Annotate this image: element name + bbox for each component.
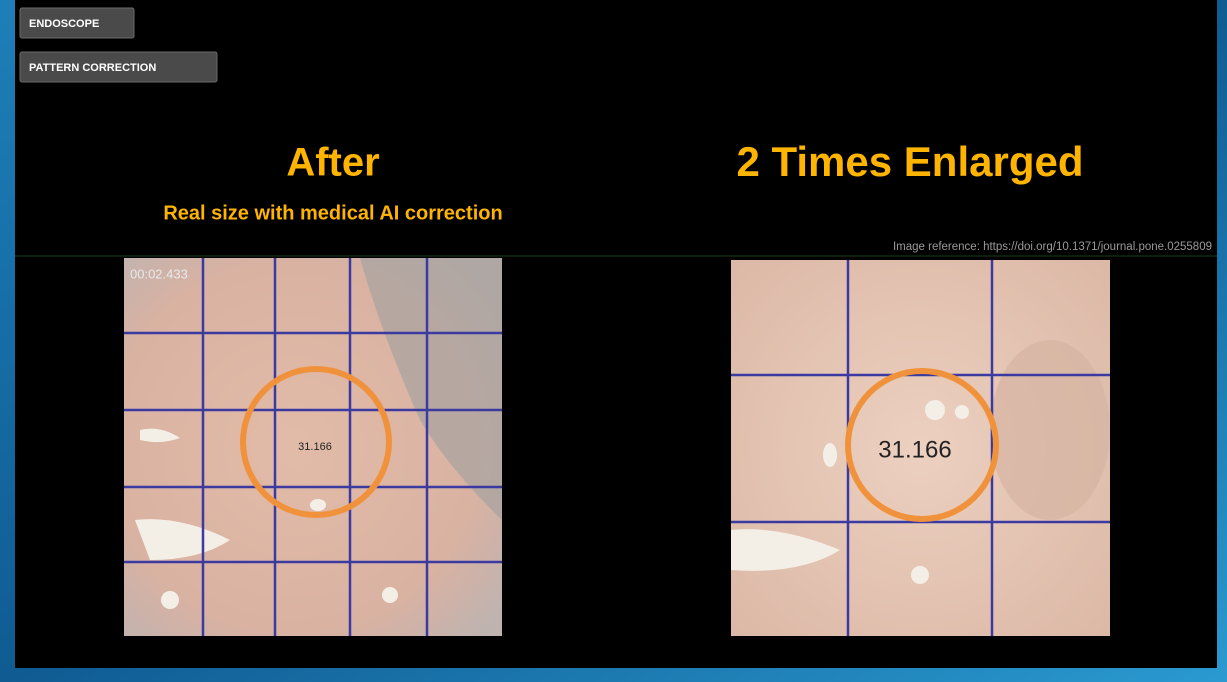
left-subtitle: Real size with medical AI correction (163, 202, 502, 224)
measurement: 31.166 (298, 441, 332, 453)
page: ENDOSCOPE PATTERN CORRECTION After Real … (0, 0, 1227, 682)
screen: ENDOSCOPE PATTERN CORRECTION After Real … (0, 0, 1227, 682)
right-title: 2 Times Enlarged (736, 138, 1083, 185)
left-title: After (286, 141, 379, 185)
image-reference: Image reference: https://doi.org/10.1371… (893, 241, 1212, 253)
timestamp: 00:02.433 (130, 266, 188, 281)
button-label[interactable]: ENDOSCOPE (29, 18, 99, 30)
measurement: 31.166 (878, 436, 951, 463)
button-label[interactable]: PATTERN CORRECTION (29, 62, 156, 74)
